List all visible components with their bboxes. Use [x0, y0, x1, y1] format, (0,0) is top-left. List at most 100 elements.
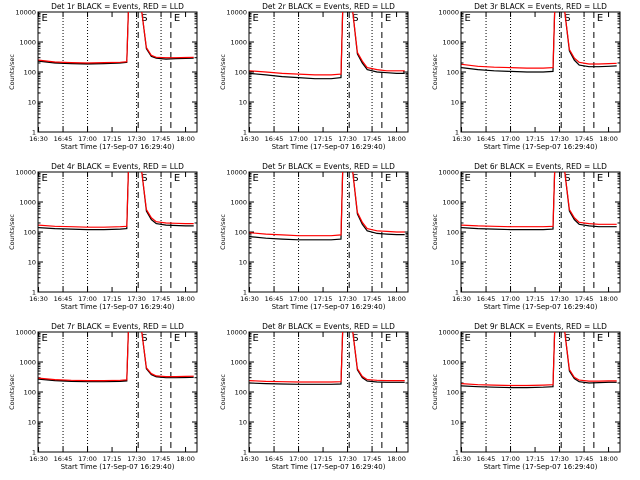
event-marker-label: S — [141, 13, 147, 24]
x-tick-label: 17:15 — [314, 135, 333, 143]
x-tick-label: 16:30 — [29, 135, 48, 143]
x-axis-label: Start Time (17-Sep-07 16:29:40) — [484, 463, 598, 471]
x-tick-label: 18:00 — [176, 135, 195, 143]
event-marker-label: E — [253, 333, 259, 344]
y-tick-label: 10 — [239, 99, 247, 107]
x-tick-label: 16:45 — [265, 455, 284, 463]
event-marker-label: E — [597, 13, 603, 24]
y-tick-label: 10000 — [226, 9, 247, 17]
y-tick-label: 10000 — [438, 169, 459, 177]
event-marker-label: E — [597, 173, 603, 184]
chart-title: Det 9r BLACK = Events, RED = LLD — [474, 322, 607, 331]
chart-title: Det 7r BLACK = Events, RED = LLD — [51, 322, 184, 331]
y-axis-label: Counts/sec — [219, 214, 227, 250]
y-tick-label: 1000 — [230, 359, 247, 367]
y-tick-label: 100 — [447, 229, 459, 237]
x-tick-label: 17:00 — [501, 135, 520, 143]
event-marker-label: E — [253, 173, 259, 184]
x-tick-label: 17:30 — [550, 455, 569, 463]
detector-panel: Det 1r BLACK = Events, RED = LLD 1 10 100 10… — [8, 2, 198, 151]
event-marker-label: E — [385, 333, 391, 344]
plot-frame — [460, 171, 621, 293]
x-tick-label: 16:30 — [452, 455, 471, 463]
y-tick-label: 10000 — [15, 329, 36, 337]
y-tick-label: 1000 — [19, 359, 36, 367]
y-tick-label: 1 — [455, 449, 459, 457]
series-line-lld — [38, 12, 194, 64]
x-tick-label: 17:15 — [103, 455, 122, 463]
detector-panel: Det 9r BLACK = Events, RED = LLD 1 10 100 10… — [431, 322, 621, 471]
x-tick-label: 17:00 — [501, 295, 520, 303]
series-group — [249, 12, 405, 80]
x-axis-label: Start Time (17-Sep-07 16:29:40) — [61, 463, 175, 471]
plot-frame — [248, 331, 409, 453]
x-tick-label: 17:15 — [526, 295, 545, 303]
detector-panel: Det 4r BLACK = Events, RED = LLD 1 10 100 10… — [8, 162, 198, 311]
x-tick-label: 17:30 — [338, 295, 357, 303]
chart-title: Det 2r BLACK = Events, RED = LLD — [262, 2, 395, 11]
plot-frame — [248, 171, 409, 293]
detector-panel: Det 5r BLACK = Events, RED = LLD 1 10 100 10… — [219, 162, 409, 311]
y-tick-label: 100 — [24, 389, 36, 397]
plot-frame — [37, 171, 198, 293]
y-tick-label: 1000 — [19, 39, 36, 47]
series-group — [249, 332, 405, 385]
event-marker-label: E — [465, 173, 471, 184]
x-tick-label: 18:00 — [599, 295, 618, 303]
x-tick-label: 17:30 — [127, 135, 146, 143]
y-tick-label: 10 — [28, 259, 36, 267]
chart-title: Det 5r BLACK = Events, RED = LLD — [262, 162, 395, 171]
x-tick-label: 17:30 — [338, 135, 357, 143]
event-marker-label: E — [174, 333, 180, 344]
y-tick-label: 1000 — [230, 199, 247, 207]
x-tick-label: 17:15 — [314, 295, 333, 303]
series-line-lld — [461, 172, 617, 228]
event-marker-label: S — [141, 173, 147, 184]
y-tick-label: 10 — [239, 419, 247, 427]
y-tick-label: 1000 — [230, 39, 247, 47]
x-tick-label: 16:45 — [54, 295, 73, 303]
series-line-events — [461, 12, 617, 73]
x-axis-label: Start Time (17-Sep-07 16:29:40) — [272, 303, 386, 311]
x-tick-label: 17:45 — [152, 135, 171, 143]
series-group — [249, 172, 405, 241]
y-tick-label: 10000 — [226, 169, 247, 177]
event-marker-label: E — [174, 173, 180, 184]
x-tick-label: 17:45 — [152, 455, 171, 463]
x-tick-label: 18:00 — [387, 135, 406, 143]
x-tick-label: 17:30 — [127, 295, 146, 303]
series-line-lld — [38, 332, 194, 382]
y-tick-label: 1000 — [442, 39, 459, 47]
event-marker-label: S — [352, 173, 358, 184]
x-tick-label: 16:45 — [54, 135, 73, 143]
y-axis-label: Counts/sec — [219, 374, 227, 410]
series-group — [461, 172, 617, 231]
x-tick-label: 17:45 — [575, 295, 594, 303]
x-tick-label: 17:15 — [314, 455, 333, 463]
plot-frame — [37, 331, 198, 453]
x-axis-label: Start Time (17-Sep-07 16:29:40) — [61, 303, 175, 311]
x-tick-label: 17:45 — [363, 135, 382, 143]
y-tick-label: 100 — [235, 229, 247, 237]
x-tick-label: 17:00 — [289, 135, 308, 143]
series-group — [38, 12, 194, 65]
x-tick-label: 16:30 — [452, 135, 471, 143]
y-tick-label: 10 — [451, 99, 459, 107]
event-marker-label: E — [465, 13, 471, 24]
series-line-lld — [249, 172, 405, 237]
x-tick-label: 16:45 — [477, 295, 496, 303]
x-tick-label: 17:00 — [289, 455, 308, 463]
series-line-events — [249, 12, 405, 80]
x-tick-label: 17:45 — [363, 455, 382, 463]
y-axis-label: Counts/sec — [431, 214, 439, 250]
series-line-lld — [38, 172, 194, 228]
y-tick-label: 1 — [32, 449, 36, 457]
chart-title: Det 6r BLACK = Events, RED = LLD — [474, 162, 607, 171]
x-tick-label: 17:15 — [103, 135, 122, 143]
y-tick-label: 10000 — [226, 329, 247, 337]
x-axis-label: Start Time (17-Sep-07 16:29:40) — [272, 463, 386, 471]
x-tick-label: 18:00 — [387, 455, 406, 463]
x-axis-label: Start Time (17-Sep-07 16:29:40) — [272, 143, 386, 151]
series-line-events — [38, 332, 194, 383]
event-marker-label: S — [352, 333, 358, 344]
